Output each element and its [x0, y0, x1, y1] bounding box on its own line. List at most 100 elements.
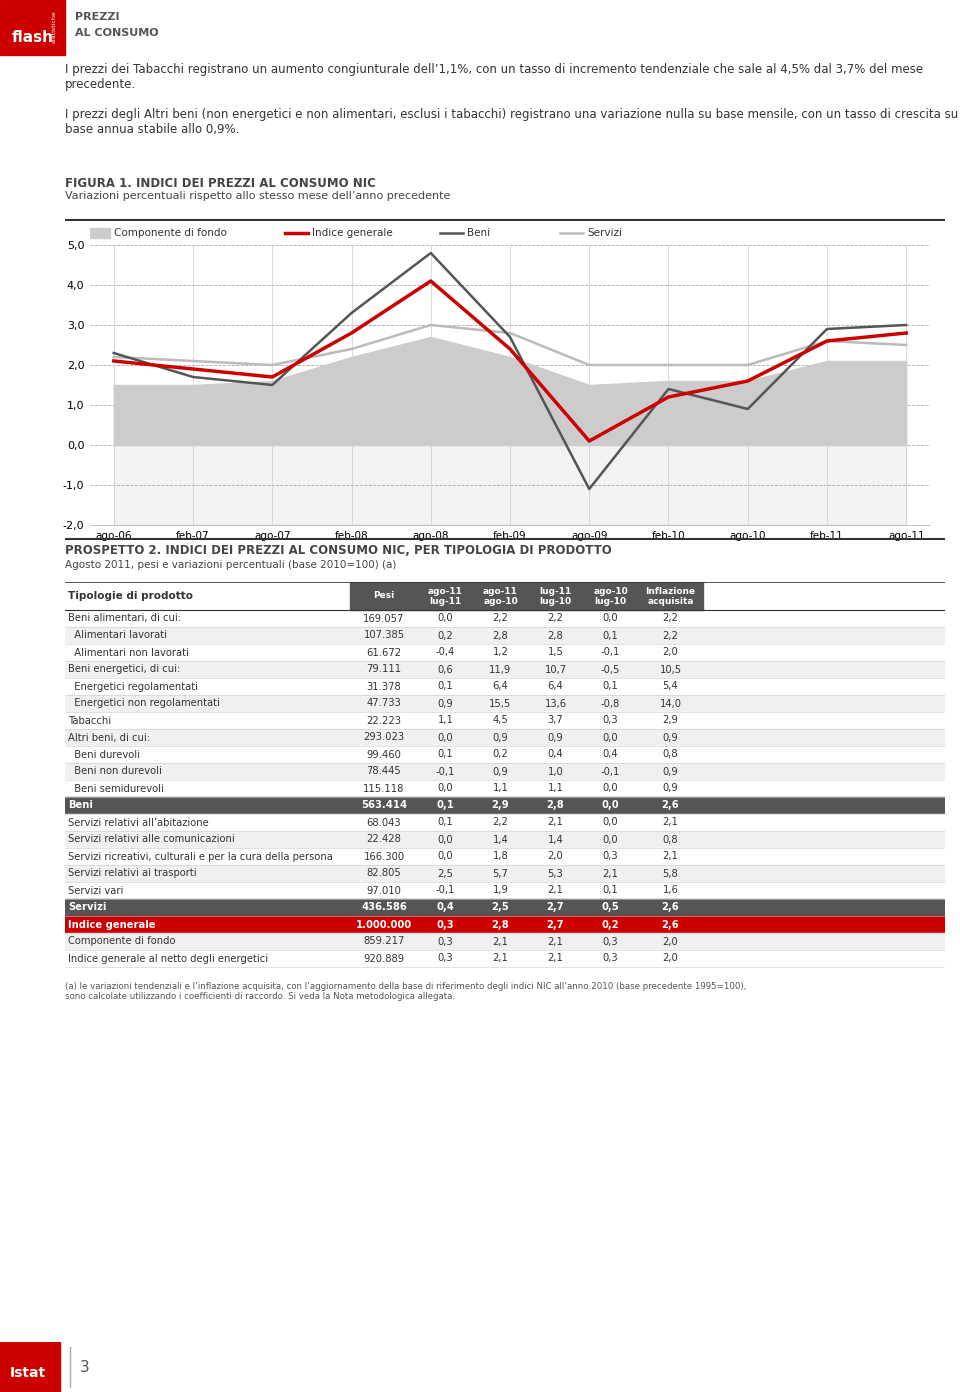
- Bar: [65, 695, 945, 711]
- Text: 13,6: 13,6: [544, 699, 566, 709]
- Bar: [65, 933, 945, 949]
- Text: 0,1: 0,1: [438, 682, 453, 692]
- Text: 0,8: 0,8: [662, 749, 679, 760]
- Text: 0,2: 0,2: [602, 920, 619, 930]
- Text: Beni non durevoli: Beni non durevoli: [68, 767, 162, 777]
- Bar: [65, 798, 945, 814]
- Text: 0,1: 0,1: [603, 885, 618, 895]
- Text: Istat: Istat: [10, 1366, 46, 1379]
- Text: 1,0: 1,0: [547, 767, 564, 777]
- Text: 2,1: 2,1: [662, 852, 679, 862]
- Bar: [65, 949, 945, 967]
- Text: 0,3: 0,3: [603, 954, 618, 963]
- Text: ago-10: ago-10: [593, 586, 628, 596]
- Text: Energetici regolamentati: Energetici regolamentati: [68, 682, 198, 692]
- Text: 0,3: 0,3: [603, 937, 618, 947]
- Text: 2,7: 2,7: [546, 902, 564, 913]
- Bar: [65, 883, 945, 899]
- Text: lug-10: lug-10: [594, 597, 627, 606]
- Bar: [90, 228, 110, 238]
- Text: 0,0: 0,0: [603, 614, 618, 624]
- Text: 0,5: 0,5: [602, 902, 619, 913]
- Text: 2,1: 2,1: [547, 937, 564, 947]
- Bar: [65, 864, 945, 883]
- Bar: [65, 763, 945, 780]
- Text: 1,8: 1,8: [492, 852, 509, 862]
- Text: Alimentari non lavorati: Alimentari non lavorati: [68, 647, 189, 657]
- Bar: [473, 582, 527, 610]
- Text: lug-10: lug-10: [540, 597, 571, 606]
- Text: 31.378: 31.378: [367, 682, 401, 692]
- Text: 2,2: 2,2: [662, 631, 679, 640]
- Text: Agosto 2011, pesi e variazioni percentuali (base 2010=100) (a): Agosto 2011, pesi e variazioni percentua…: [65, 560, 396, 569]
- Text: 47.733: 47.733: [367, 699, 401, 709]
- Text: 169.057: 169.057: [363, 614, 405, 624]
- Text: 2,6: 2,6: [661, 800, 680, 810]
- Text: 2,7: 2,7: [546, 920, 564, 930]
- Text: lug-11: lug-11: [429, 597, 462, 606]
- Text: -0,1: -0,1: [601, 767, 620, 777]
- Text: 2,2: 2,2: [547, 614, 564, 624]
- Text: 0,0: 0,0: [603, 817, 618, 827]
- Text: 0,9: 0,9: [438, 699, 453, 709]
- Bar: [65, 626, 945, 644]
- Text: 0,0: 0,0: [438, 614, 453, 624]
- Text: ago-11: ago-11: [428, 586, 463, 596]
- Text: Beni energetici, di cui:: Beni energetici, di cui:: [68, 664, 180, 675]
- Text: Indice generale: Indice generale: [68, 920, 156, 930]
- Text: (a) le variazioni tendenziali e l’inflazione acquisita, con l’aggiornamento dell: (a) le variazioni tendenziali e l’inflaz…: [65, 981, 746, 1001]
- Text: 5,4: 5,4: [662, 682, 679, 692]
- Text: 2,1: 2,1: [547, 954, 564, 963]
- Text: 1,4: 1,4: [492, 834, 509, 845]
- Text: Indice generale: Indice generale: [312, 228, 393, 238]
- Bar: [65, 678, 945, 695]
- Text: 2,1: 2,1: [492, 937, 509, 947]
- Bar: [65, 899, 945, 916]
- Text: AL CONSUMO: AL CONSUMO: [75, 28, 158, 38]
- Text: 68.043: 68.043: [367, 817, 401, 827]
- Text: 0,4: 0,4: [437, 902, 454, 913]
- Text: Tipologie di prodotto: Tipologie di prodotto: [68, 592, 193, 601]
- Text: -0,1: -0,1: [436, 767, 455, 777]
- Text: 0,0: 0,0: [603, 834, 618, 845]
- Text: 0,9: 0,9: [547, 732, 564, 742]
- Text: Servizi relativi ai trasporti: Servizi relativi ai trasporti: [68, 869, 197, 878]
- Text: Componente di fondo: Componente di fondo: [114, 228, 227, 238]
- Text: Beni alimentari, di cui:: Beni alimentari, di cui:: [68, 614, 181, 624]
- Text: 0,9: 0,9: [662, 732, 679, 742]
- Text: 5,7: 5,7: [492, 869, 509, 878]
- Text: 2,8: 2,8: [546, 800, 564, 810]
- Text: 2,8: 2,8: [547, 631, 564, 640]
- Text: 0,1: 0,1: [438, 817, 453, 827]
- Text: 2,6: 2,6: [661, 902, 680, 913]
- Text: 1,1: 1,1: [492, 784, 509, 793]
- Text: 2,0: 2,0: [662, 937, 679, 947]
- Text: 0,3: 0,3: [603, 715, 618, 725]
- Text: Beni semidurevoli: Beni semidurevoli: [68, 784, 164, 793]
- Text: -0,5: -0,5: [601, 664, 620, 675]
- Text: 0,0: 0,0: [438, 834, 453, 845]
- Text: 293.023: 293.023: [364, 732, 404, 742]
- Text: Servizi relativi alle comunicazioni: Servizi relativi alle comunicazioni: [68, 834, 235, 845]
- Text: PREZZI: PREZZI: [75, 13, 119, 22]
- Bar: [65, 746, 945, 763]
- Text: 2,1: 2,1: [492, 954, 509, 963]
- Text: 6,4: 6,4: [492, 682, 509, 692]
- Text: 115.118: 115.118: [363, 784, 405, 793]
- Text: 0,9: 0,9: [492, 732, 509, 742]
- Text: Beni durevoli: Beni durevoli: [68, 749, 140, 760]
- Text: 3: 3: [80, 1360, 89, 1374]
- Text: flash: flash: [12, 31, 54, 45]
- Text: 1.000.000: 1.000.000: [356, 920, 412, 930]
- Text: Indice generale al netto degli energetici: Indice generale al netto degli energetic…: [68, 954, 268, 963]
- Text: 99.460: 99.460: [367, 749, 401, 760]
- Text: 0,9: 0,9: [492, 767, 509, 777]
- Bar: [418, 582, 472, 610]
- Text: 61.672: 61.672: [367, 647, 401, 657]
- Text: 4,5: 4,5: [492, 715, 509, 725]
- Text: Beni: Beni: [68, 800, 93, 810]
- Text: Beni: Beni: [467, 228, 491, 238]
- Text: Variazioni percentuali rispetto allo stesso mese dell’anno precedente: Variazioni percentuali rispetto allo ste…: [65, 191, 450, 200]
- Text: 2,8: 2,8: [492, 631, 509, 640]
- Text: ago-10: ago-10: [483, 597, 517, 606]
